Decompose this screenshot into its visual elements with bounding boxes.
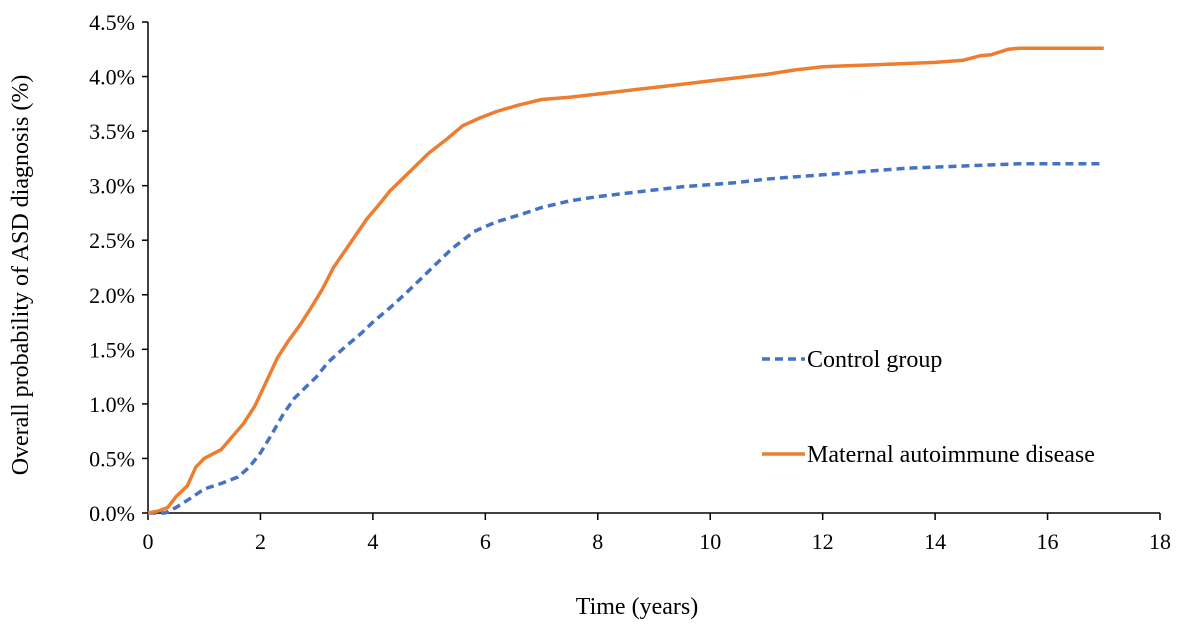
series-layer — [147, 46, 1104, 515]
x-axis-ticks: 0 2 4 6 8 10 12 14 16 18 — [143, 513, 1171, 554]
y-tick-label: 3.0% — [89, 174, 135, 199]
x-tick-label: 2 — [255, 529, 266, 554]
x-tick-label: 14 — [924, 529, 946, 554]
x-tick-label: 4 — [367, 529, 378, 554]
x-tick-label: 18 — [1149, 529, 1171, 554]
x-tick-label: 6 — [480, 529, 491, 554]
x-tick-label: 16 — [1037, 529, 1059, 554]
x-tick-label: 8 — [592, 529, 603, 554]
legend: Control group Maternal autoimmune diseas… — [762, 347, 1095, 468]
y-tick-label: 4.5% — [89, 10, 135, 35]
y-axis-ticks: 0.0% 0.5% 1.0% 1.5% 2.0% 2.5% 3.0% 3.5% 4.0% 4.5% — [89, 10, 148, 526]
y-tick-label: 2.5% — [89, 228, 135, 253]
y-tick-label: 1.5% — [89, 337, 135, 362]
y-tick-label: 0.5% — [89, 446, 135, 471]
y-tick-label: 1.0% — [89, 392, 135, 417]
legend-label-control: Control group — [807, 347, 942, 373]
y-tick-label: 3.5% — [89, 119, 135, 144]
x-tick-label: 0 — [143, 529, 154, 554]
series-line-maternal-autoimmune — [147, 46, 1104, 515]
y-tick-label: 2.0% — [89, 283, 135, 308]
x-tick-label: 10 — [699, 529, 721, 554]
x-axis-title: Time (years) — [576, 594, 698, 620]
legend-label-maternal: Maternal autoimmune disease — [807, 442, 1095, 468]
y-tick-label: 0.0% — [89, 501, 135, 526]
series-line-control-group — [148, 162, 1104, 515]
x-tick-label: 12 — [812, 529, 834, 554]
y-tick-label: 4.0% — [89, 65, 135, 90]
y-axis-title: Overall probability of ASD diagnosis (%) — [8, 75, 34, 476]
